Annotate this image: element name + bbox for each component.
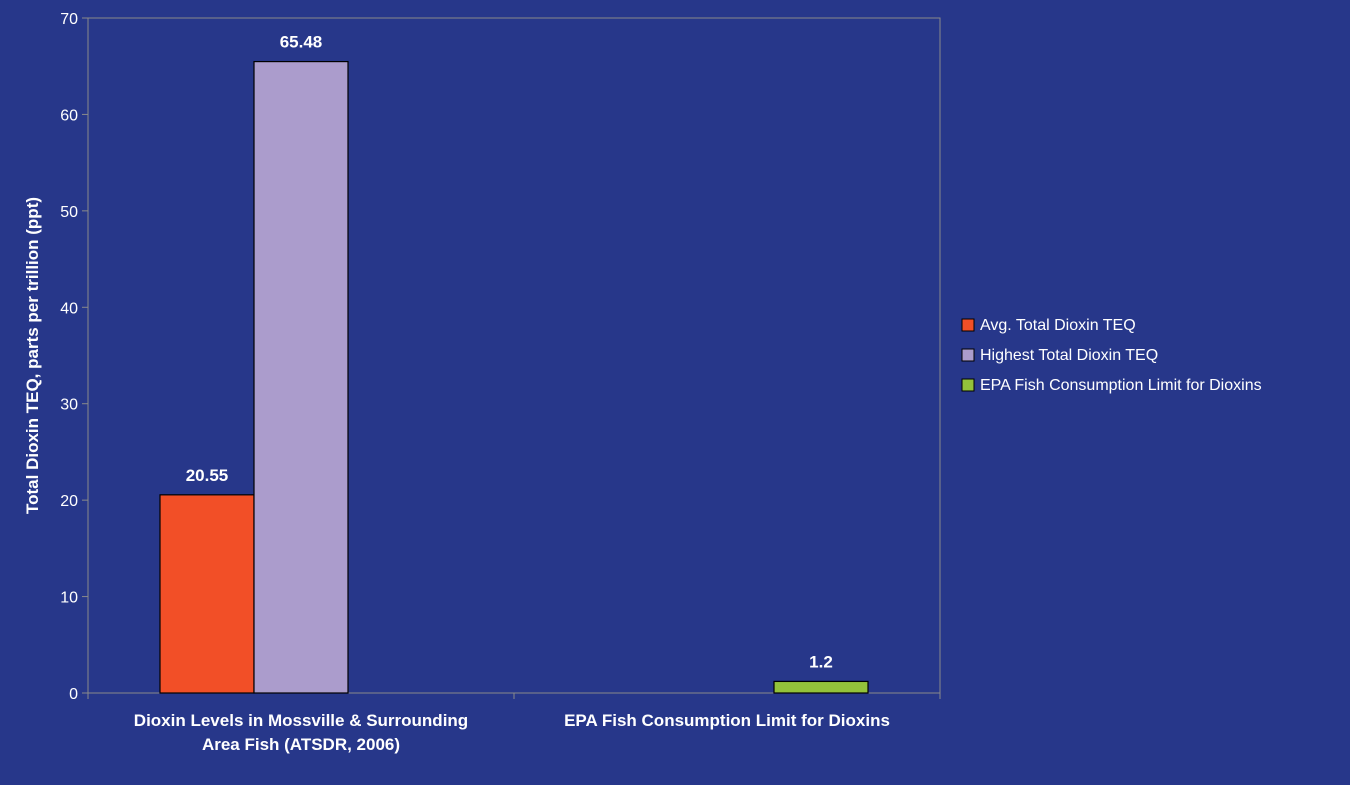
- y-tick-label: 60: [60, 107, 78, 124]
- y-tick-label: 70: [60, 11, 78, 28]
- data-label: 65.48: [280, 33, 323, 52]
- y-tick-label: 20: [60, 493, 78, 510]
- data-label: 1.2: [809, 652, 833, 671]
- legend-entry: Avg. Total Dioxin TEQ: [980, 317, 1136, 334]
- y-tick-label: 10: [60, 590, 78, 607]
- y-axis-label: Total Dioxin TEQ, parts per trillion (pp…: [23, 197, 42, 514]
- bar: [159, 494, 255, 694]
- legend-swatch: [961, 318, 975, 332]
- bar: [253, 60, 349, 694]
- y-tick-label: 50: [60, 204, 78, 221]
- x-category-label: Dioxin Levels in Mossville & Surrounding: [134, 711, 468, 730]
- y-tick-label: 30: [60, 397, 78, 414]
- legend-swatch: [961, 348, 975, 362]
- bar: [773, 680, 869, 694]
- x-category-label: Area Fish (ATSDR, 2006): [202, 735, 400, 754]
- data-label: 20.55: [186, 466, 229, 485]
- legend-swatch: [961, 378, 975, 392]
- legend-entry: Highest Total Dioxin TEQ: [980, 347, 1158, 364]
- y-tick-label: 40: [60, 300, 78, 317]
- legend-entry: EPA Fish Consumption Limit for Dioxins: [980, 377, 1262, 394]
- x-category-label: EPA Fish Consumption Limit for Dioxins: [564, 711, 890, 730]
- y-tick-label: 0: [69, 686, 78, 703]
